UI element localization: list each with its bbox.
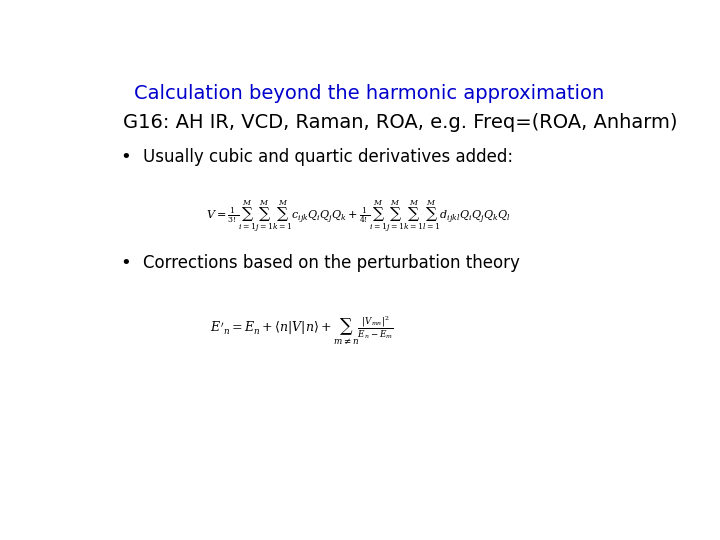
Text: Calculation beyond the harmonic approximation: Calculation beyond the harmonic approxim… (134, 84, 604, 103)
Text: $V=\frac{1}{3!}\sum_{i=1}^{M}\sum_{j=1}^{M}\sum_{k=1}^{M}c_{ijk}Q_iQ_jQ_k+\frac{: $V=\frac{1}{3!}\sum_{i=1}^{M}\sum_{j=1}^… (206, 198, 510, 234)
Text: Corrections based on the perturbation theory: Corrections based on the perturbation th… (143, 254, 520, 272)
Text: •: • (121, 254, 132, 272)
Text: Usually cubic and quartic derivatives added:: Usually cubic and quartic derivatives ad… (143, 148, 513, 166)
Text: G16: AH IR, VCD, Raman, ROA, e.g. Freq=(ROA, Anharm): G16: AH IR, VCD, Raman, ROA, e.g. Freq=(… (124, 113, 678, 132)
Text: •: • (121, 148, 132, 166)
Text: $E'_n = E_n + \langle n|V|n\rangle + \sum_{m\neq n}\frac{|V_{mn}|^2}{E_n - E_m}$: $E'_n = E_n + \langle n|V|n\rangle + \su… (210, 314, 394, 347)
